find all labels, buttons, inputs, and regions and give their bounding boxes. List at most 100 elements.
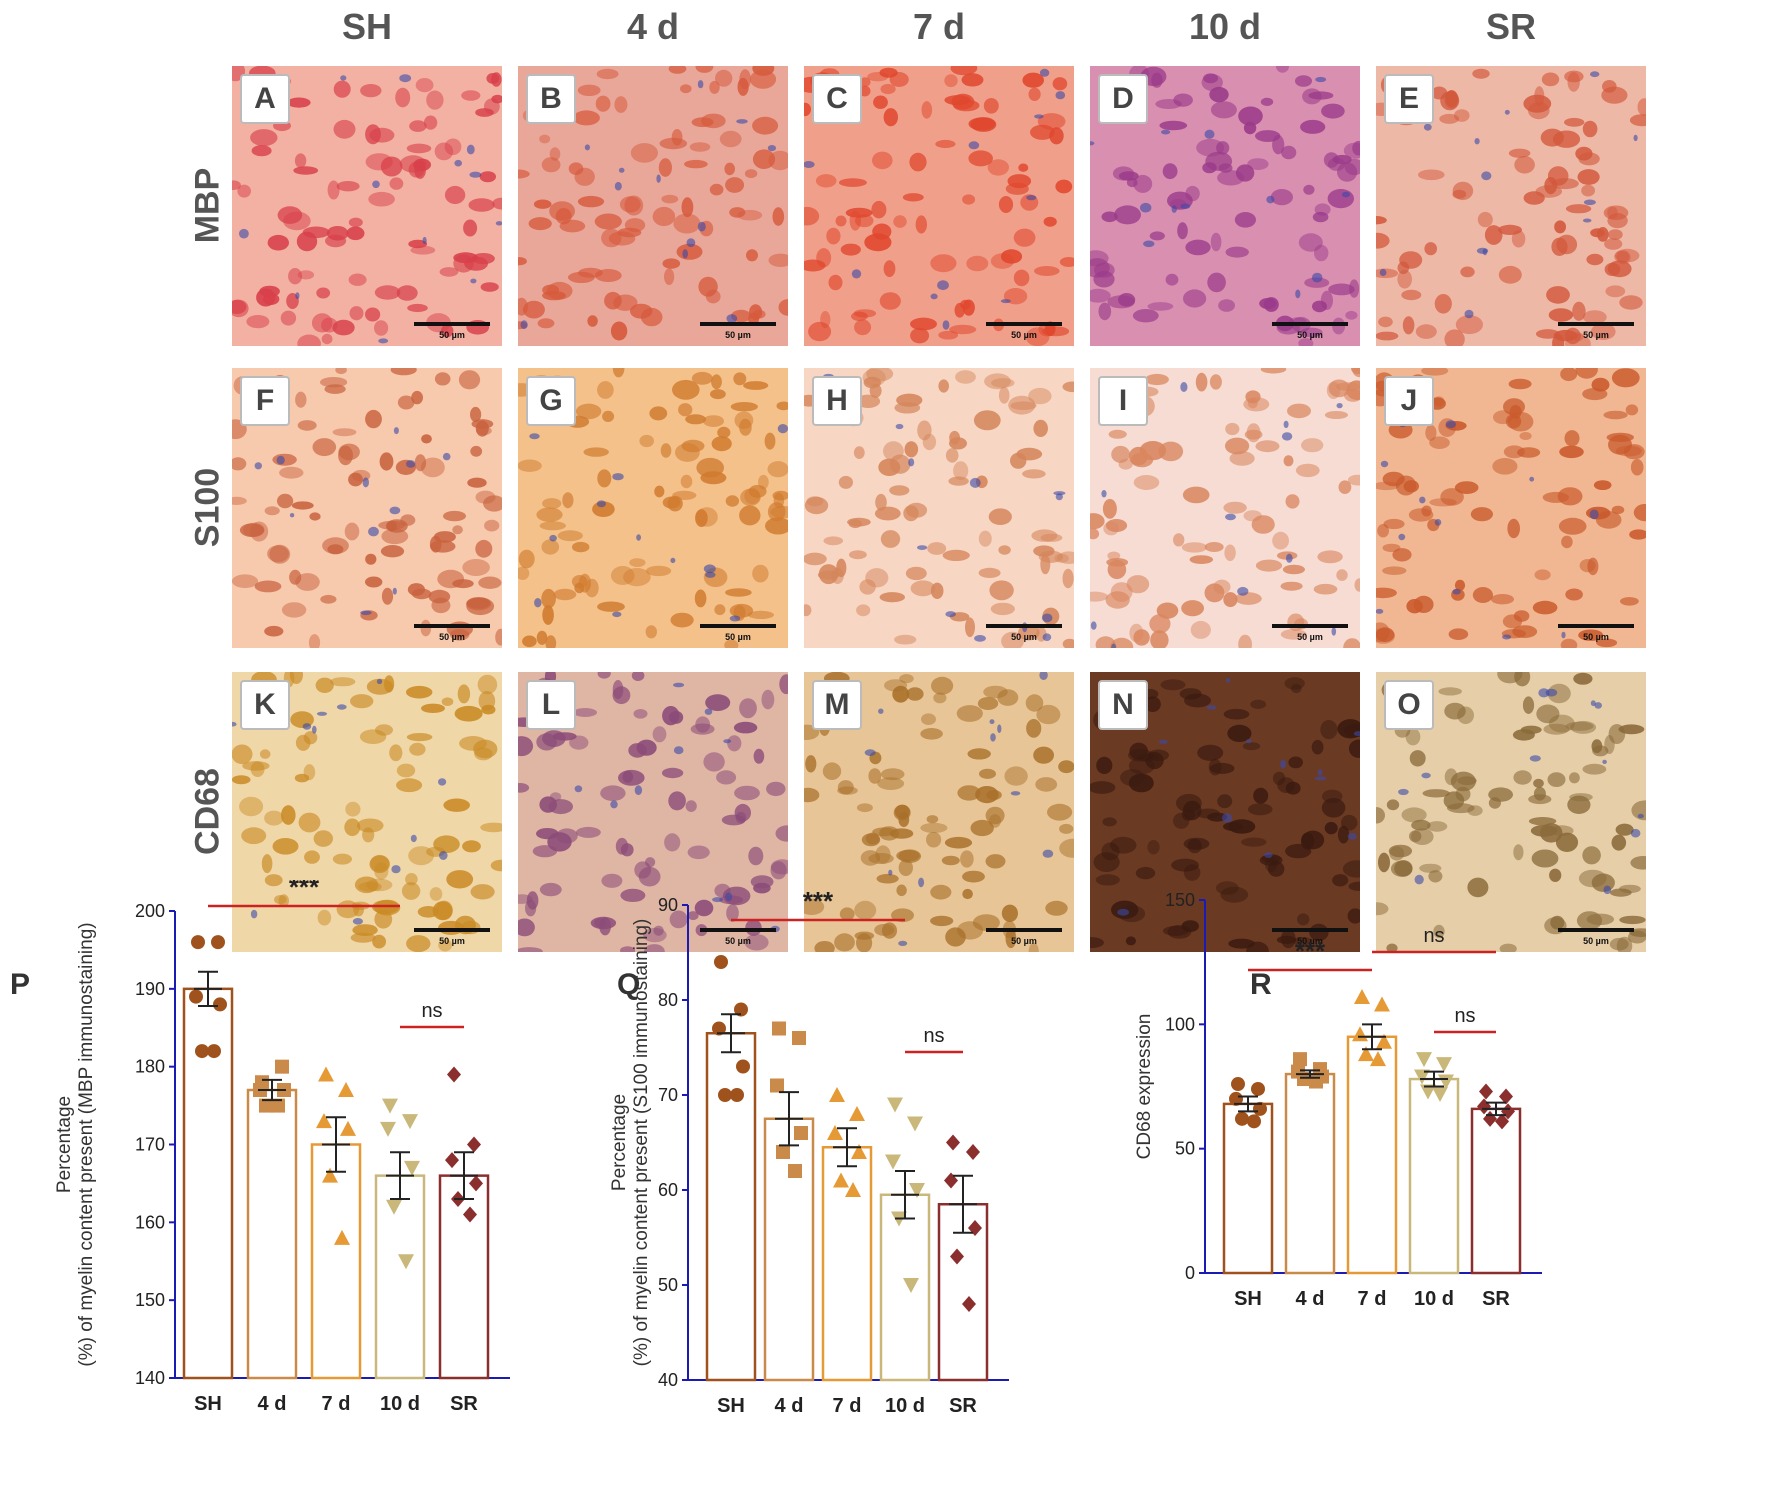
- data-point: [1416, 1052, 1432, 1068]
- data-point: [1358, 1046, 1374, 1062]
- data-point: [340, 1120, 356, 1136]
- y-axis-label: Percentage(%) of myelin content present …: [609, 919, 652, 1367]
- data-point: [736, 1059, 750, 1074]
- data-point: [404, 1160, 420, 1176]
- y-tick-label: 70: [658, 1085, 678, 1105]
- data-point: [275, 1059, 289, 1074]
- scale-bar: [1558, 928, 1634, 932]
- scale-bar: [414, 322, 490, 326]
- column-header-3: 10 d: [1188, 6, 1262, 47]
- panel-letter-l: L: [526, 680, 576, 730]
- data-point: [794, 1126, 808, 1140]
- scale-bar-label: 50 µm: [439, 632, 465, 642]
- bar: [374, 1174, 426, 1380]
- scale-bar: [700, 624, 776, 628]
- scale-bar-label: 50 µm: [725, 330, 751, 340]
- panel-letter-m: M: [812, 680, 862, 730]
- micrograph-d: D 50 µm: [1090, 66, 1360, 346]
- panel-letter-k: K: [240, 680, 290, 730]
- bar: [1470, 1107, 1522, 1275]
- y-tick-label: 40: [658, 1370, 678, 1390]
- data-point: [259, 1098, 273, 1113]
- x-tick-label: SR: [450, 1393, 478, 1415]
- scale-bar: [986, 928, 1062, 932]
- micrograph-e: E 50 µm: [1376, 66, 1646, 346]
- data-point: [398, 1254, 414, 1270]
- data-point: [1251, 1081, 1265, 1096]
- column-header-4: SR: [1485, 6, 1536, 47]
- micrograph-h: H 50 µm: [804, 368, 1074, 648]
- y-axis-label: CD68 expression: [1134, 1014, 1155, 1160]
- data-point: [849, 1106, 865, 1121]
- data-point: [962, 1296, 976, 1312]
- bar: [1222, 1102, 1274, 1275]
- y-axis-label: Percentage(%) of myelin content present …: [54, 922, 97, 1366]
- scale-bar-label: 50 µm: [1297, 936, 1323, 946]
- micrograph-b: B 50 µm: [518, 66, 788, 346]
- data-point: [714, 955, 728, 969]
- scale-bar-label: 50 µm: [1011, 936, 1037, 946]
- scale-bar-label: 50 µm: [1011, 330, 1037, 340]
- data-point: [1235, 1111, 1249, 1126]
- data-point: [316, 1113, 332, 1129]
- y-tick-label: 200: [135, 901, 165, 921]
- y-axis-label-line: Percentage: [609, 1094, 630, 1191]
- y-tick-label: 50: [658, 1275, 678, 1295]
- y-tick-label: 190: [135, 979, 165, 999]
- data-point: [211, 935, 225, 950]
- data-point: [718, 1088, 732, 1102]
- chart-mbp: 140 150 160 170 180 190 200 Percentage(%) of my…: [54, 880, 510, 1415]
- data-point: [788, 1164, 802, 1178]
- data-point: [885, 1154, 901, 1170]
- data-point: [1499, 1088, 1513, 1105]
- x-tick-label: SR: [949, 1395, 977, 1417]
- micrograph-n: N 50 µm: [1090, 672, 1360, 952]
- y-tick-label: 140: [135, 1368, 165, 1388]
- panel-letter-f: F: [240, 376, 290, 426]
- y-tick-label: 170: [135, 1135, 165, 1155]
- data-point: [380, 1121, 396, 1137]
- micrograph-c: C 50 µm: [804, 66, 1074, 346]
- panel-letter-b: B: [526, 74, 576, 124]
- scale-bar: [1272, 624, 1348, 628]
- data-point: [1436, 1057, 1452, 1073]
- data-point: [1479, 1083, 1493, 1100]
- data-point: [1354, 988, 1370, 1004]
- scale-bar: [700, 928, 776, 932]
- significance-label: ***: [289, 880, 320, 902]
- data-point: [191, 935, 205, 950]
- y-tick-label: 150: [135, 1290, 165, 1310]
- data-point: [950, 1248, 964, 1265]
- data-point: [1432, 1086, 1448, 1102]
- bar: [1346, 1035, 1398, 1275]
- data-point: [1297, 1072, 1311, 1087]
- scale-bar-label: 50 µm: [439, 330, 465, 340]
- scale-bar: [1272, 928, 1348, 932]
- y-tick-label: 150: [1165, 890, 1195, 910]
- significance-label: ns: [421, 1000, 442, 1022]
- scale-bar: [414, 928, 490, 932]
- x-tick-label: SR: [1482, 1288, 1510, 1310]
- micrograph-a: A 50 µm: [232, 66, 502, 346]
- chart-cd68: 0 50 100 150 CD68 expression SH 4 d 7 d 10 d SR **…: [1134, 890, 1542, 1310]
- data-point: [467, 1136, 481, 1153]
- data-point: [887, 1097, 903, 1113]
- column-header-2: 7 d: [912, 6, 965, 47]
- row-header-mbp: MBP: [188, 167, 227, 244]
- significance-label: ns: [1454, 1005, 1475, 1027]
- y-tick-label: 90: [658, 895, 678, 915]
- micrograph-l: L 50 µm: [518, 672, 788, 952]
- data-point: [903, 1278, 919, 1293]
- bar: [879, 1193, 931, 1382]
- x-tick-label: 7 d: [1358, 1288, 1387, 1310]
- data-point: [207, 1044, 221, 1059]
- data-point: [734, 1002, 748, 1017]
- data-point: [334, 1229, 350, 1245]
- data-point: [770, 1078, 784, 1093]
- data-point: [189, 989, 203, 1004]
- scale-bar: [986, 624, 1062, 628]
- data-point: [338, 1082, 354, 1098]
- y-axis-label-line: (%) of myelin content present (MBP immun…: [76, 922, 97, 1366]
- data-point: [829, 1087, 845, 1102]
- panel-letter-p: P: [10, 968, 31, 1001]
